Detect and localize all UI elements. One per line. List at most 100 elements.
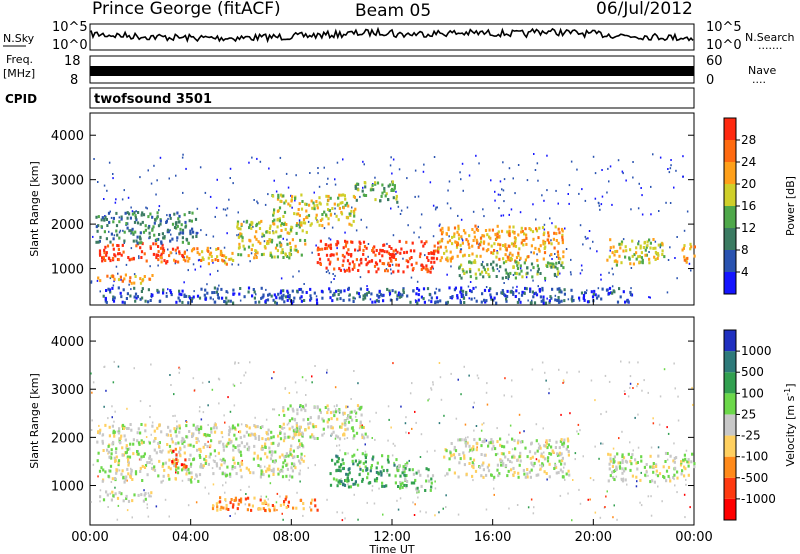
velocity-echo-cell — [203, 457, 206, 461]
power-echo-cell — [381, 262, 384, 265]
power-speckle-cell — [153, 164, 155, 167]
power-echo-cell — [543, 241, 546, 245]
velocity-echo-cell — [530, 442, 533, 446]
velocity-echo-cell — [458, 461, 461, 465]
velocity-echo-cell — [215, 426, 218, 430]
power-echo-cell — [275, 230, 278, 234]
power-echo-cell — [224, 261, 227, 265]
power-echo-cell — [490, 251, 493, 255]
power-echo-cell — [381, 191, 384, 195]
power-echo-cell — [561, 229, 564, 233]
power-echo-cell — [555, 239, 558, 242]
power-echo-cell — [618, 242, 621, 246]
velocity-speckle-cell — [590, 379, 593, 382]
power-echo-cell — [329, 246, 333, 250]
velocity-echo-cell — [324, 406, 327, 409]
power-echo-cell — [430, 300, 433, 304]
velocity-speckle-cell — [438, 422, 441, 425]
velocity-speckle-cell — [563, 466, 565, 469]
power-speckle-cell — [112, 177, 114, 180]
velocity-echo-cell — [358, 461, 361, 465]
power-echo-cell — [560, 299, 563, 303]
power-echo-cell — [400, 295, 403, 299]
velocity-echo-cell — [107, 474, 110, 478]
power-echo-cell — [606, 258, 609, 262]
velocity-echo-cell — [212, 472, 215, 476]
velocity-echo-cell — [262, 507, 265, 511]
velocity-speckle-cell — [117, 504, 120, 507]
velocity-echo-cell — [364, 465, 367, 469]
power-echo-cell — [247, 290, 250, 294]
power-echo-cell — [120, 295, 123, 299]
power-speckle-cell — [115, 198, 117, 201]
power-echo-cell — [479, 254, 482, 258]
velocity-echo-cell — [268, 509, 271, 513]
power-speckle-cell — [317, 167, 319, 169]
power-echo-cell — [390, 255, 393, 259]
power-speckle-cell — [494, 190, 496, 193]
power-echo-cell — [549, 295, 552, 299]
velocity-speckle-cell — [354, 415, 357, 418]
velocity-echo-cell — [236, 507, 239, 511]
power-speckle-cell — [611, 267, 613, 270]
power-echo-cell — [480, 300, 483, 304]
power-echo-cell — [101, 256, 104, 260]
power-echo-cell — [296, 222, 299, 226]
power-echo-cell — [505, 299, 508, 303]
power-echo-cell — [464, 231, 467, 235]
power-speckle-cell — [536, 253, 538, 256]
power-echo-cell — [184, 225, 187, 229]
power-speckle-cell — [556, 275, 558, 278]
power-echo-cell — [248, 223, 252, 227]
power-echo-cell — [325, 213, 328, 217]
power-echo-cell — [374, 253, 377, 257]
power-echo-cell — [268, 292, 271, 296]
power-echo-cell — [316, 220, 319, 224]
power-echo-cell — [526, 271, 529, 275]
power-echo-cell — [298, 202, 301, 206]
velocity-speckle-cell — [508, 507, 510, 510]
velocity-echo-cell — [496, 463, 499, 467]
velocity-echo-cell — [231, 467, 234, 471]
power-echo-cell — [126, 211, 129, 215]
velocity-echo-cell — [283, 459, 287, 463]
velocity-speckle-cell — [574, 458, 576, 461]
power-speckle-cell — [580, 264, 583, 267]
velocity-echo-cell — [559, 439, 562, 443]
velocity-echo-cell — [301, 405, 304, 409]
power-echo-cell — [510, 257, 513, 261]
power-echo-cell — [539, 244, 542, 248]
power-echo-cell — [316, 203, 319, 207]
velocity-echo-cell — [223, 461, 226, 465]
velocity-echo-cell — [365, 453, 368, 457]
velocity-echo-cell — [109, 464, 113, 468]
velocity-echo-cell — [210, 430, 213, 434]
velocity-speckle-cell — [468, 374, 470, 377]
power-speckle-cell — [138, 257, 140, 260]
velocity-echo-cell — [364, 460, 367, 464]
velocity-echo-cell — [233, 433, 236, 437]
power-echo-cell — [112, 237, 115, 241]
power-echo-cell — [325, 253, 329, 257]
velocity-echo-cell — [282, 406, 285, 410]
power-echo-cell — [487, 273, 490, 277]
power-speckle-cell — [93, 158, 95, 160]
power-speckle-cell — [294, 199, 296, 202]
velocity-echo-cell — [153, 468, 157, 472]
power-echo-cell — [105, 218, 108, 221]
velocity-speckle-cell — [676, 491, 678, 494]
velocity-speckle-cell — [359, 465, 361, 468]
power-echo-cell — [220, 287, 223, 291]
power-echo-cell — [435, 296, 439, 300]
power-speckle-cell — [468, 297, 470, 300]
velocity-speckle-cell — [90, 429, 93, 431]
power-speckle-cell — [472, 210, 475, 213]
power-echo-cell — [571, 295, 574, 299]
power-echo-cell — [482, 247, 485, 251]
power-echo-cell — [646, 240, 649, 244]
velocity-speckle-cell — [420, 433, 423, 436]
velocity-echo-cell — [554, 446, 557, 449]
velocity-echo-cell — [340, 463, 343, 467]
velocity-speckle-cell — [212, 483, 215, 486]
power-echo-cell — [385, 192, 388, 196]
